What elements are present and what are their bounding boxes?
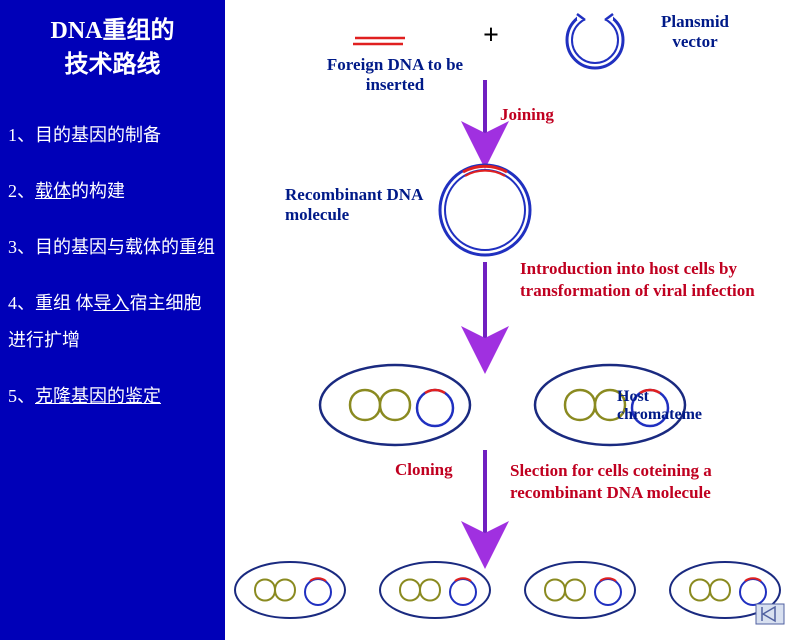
flow-diagram [225,0,800,640]
step-4: 4、重组 体导入宿主细胞进行扩增 [8,285,217,361]
title-line2: 技术路线 [8,49,217,83]
clone-cells [235,562,780,618]
step-1: 1、目的基因的制备 [8,117,217,155]
title-line1: DNA重组的 [8,15,217,49]
sidebar-title: DNA重组的 技术路线 [8,15,217,82]
label-selection: Slection for cells coteining a recombina… [510,460,740,504]
step-3: 3、目的基因与载体的重组 [8,229,217,267]
sidebar: DNA重组的 技术路线 1、目的基因的制备 2、载体的构建 3、目的基因与载体的… [0,0,225,640]
label-joining: Joining [500,105,554,125]
label-plasmid: Plansmid vector [645,12,745,53]
label-foreign-dna: Foreign DNA to be inserted [325,55,465,96]
label-cloning: Cloning [395,460,453,480]
label-introduction: Introduction into host cells by transfor… [520,258,770,302]
label-host-chrom: Host chromateme [617,388,727,423]
nav-prev-button[interactable] [755,603,785,625]
steps-list: 1、目的基因的制备 2、载体的构建 3、目的基因与载体的重组 4、重组 体导入宿… [8,117,217,416]
step-2: 2、载体的构建 [8,173,217,211]
step-5: 5、克隆基因的鉴定 [8,378,217,416]
host-cell-left [320,365,470,445]
label-recombinant: Recombinant DNA molecule [285,185,430,226]
diagram-panel: Foreign DNA to be inserted + Plansmid ve… [225,0,800,640]
plus-icon: + [483,20,499,52]
